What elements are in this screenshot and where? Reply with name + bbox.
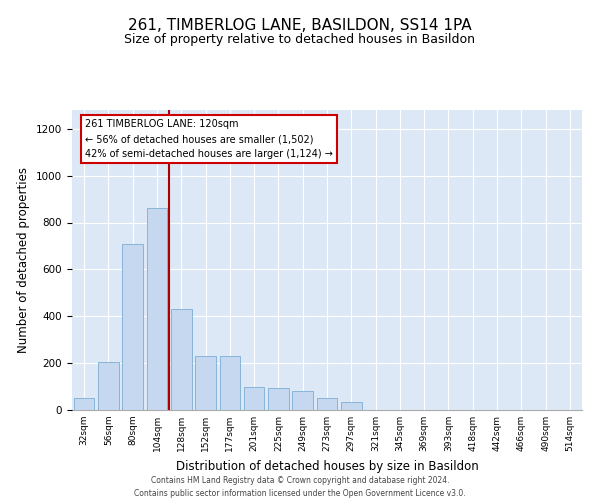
Bar [244, 386, 265, 410]
Bar [98, 362, 119, 410]
Bar [195, 356, 216, 410]
Text: 261, TIMBERLOG LANE, BASILDON, SS14 1PA: 261, TIMBERLOG LANE, BASILDON, SS14 1PA [128, 18, 472, 32]
Text: Contains HM Land Registry data © Crown copyright and database right 2024.
Contai: Contains HM Land Registry data © Crown c… [134, 476, 466, 498]
Bar [146, 208, 167, 410]
Bar [171, 309, 191, 410]
Text: Size of property relative to detached houses in Basildon: Size of property relative to detached ho… [125, 32, 476, 46]
Text: 261 TIMBERLOG LANE: 120sqm
← 56% of detached houses are smaller (1,502)
42% of s: 261 TIMBERLOG LANE: 120sqm ← 56% of deta… [85, 120, 333, 159]
Bar [74, 398, 94, 410]
Y-axis label: Number of detached properties: Number of detached properties [17, 167, 31, 353]
Bar [317, 398, 337, 410]
X-axis label: Distribution of detached houses by size in Basildon: Distribution of detached houses by size … [176, 460, 478, 472]
Bar [292, 391, 313, 410]
Bar [220, 356, 240, 410]
Bar [268, 388, 289, 410]
Bar [341, 402, 362, 410]
Bar [122, 244, 143, 410]
